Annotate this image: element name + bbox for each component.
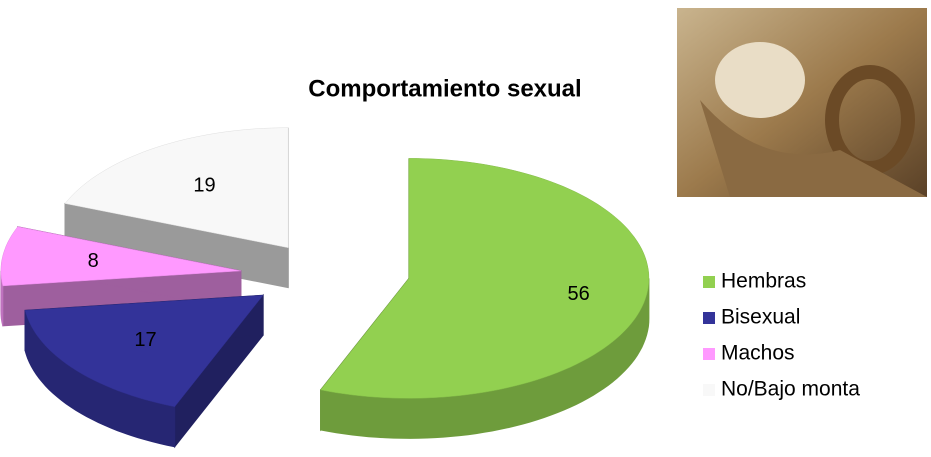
photo	[677, 8, 927, 197]
legend-label: No/Bajo monta	[721, 378, 860, 401]
photo-head	[715, 42, 805, 118]
value-label: 19	[193, 174, 215, 196]
photo-body	[700, 100, 927, 197]
legend-label: Machos	[721, 342, 795, 365]
legend-swatch	[703, 348, 715, 360]
slice	[24, 294, 264, 408]
legend-label: Bisexual	[721, 306, 800, 329]
value-label: 17	[134, 329, 156, 351]
legend-swatch	[703, 312, 715, 324]
value-label: 56	[568, 283, 590, 305]
legend-label: Hembras	[721, 270, 806, 293]
value-label: 8	[88, 250, 99, 272]
legend-swatch	[703, 276, 715, 288]
slice	[0, 226, 241, 287]
chart-title: Comportamiento sexual	[308, 75, 581, 102]
slice	[320, 158, 650, 399]
pie: 19 8 56 17	[0, 127, 650, 449]
legend-swatch	[703, 384, 715, 396]
legend: Hembras Bisexual Machos No/Bajo monta	[703, 270, 860, 401]
slice	[64, 127, 289, 249]
